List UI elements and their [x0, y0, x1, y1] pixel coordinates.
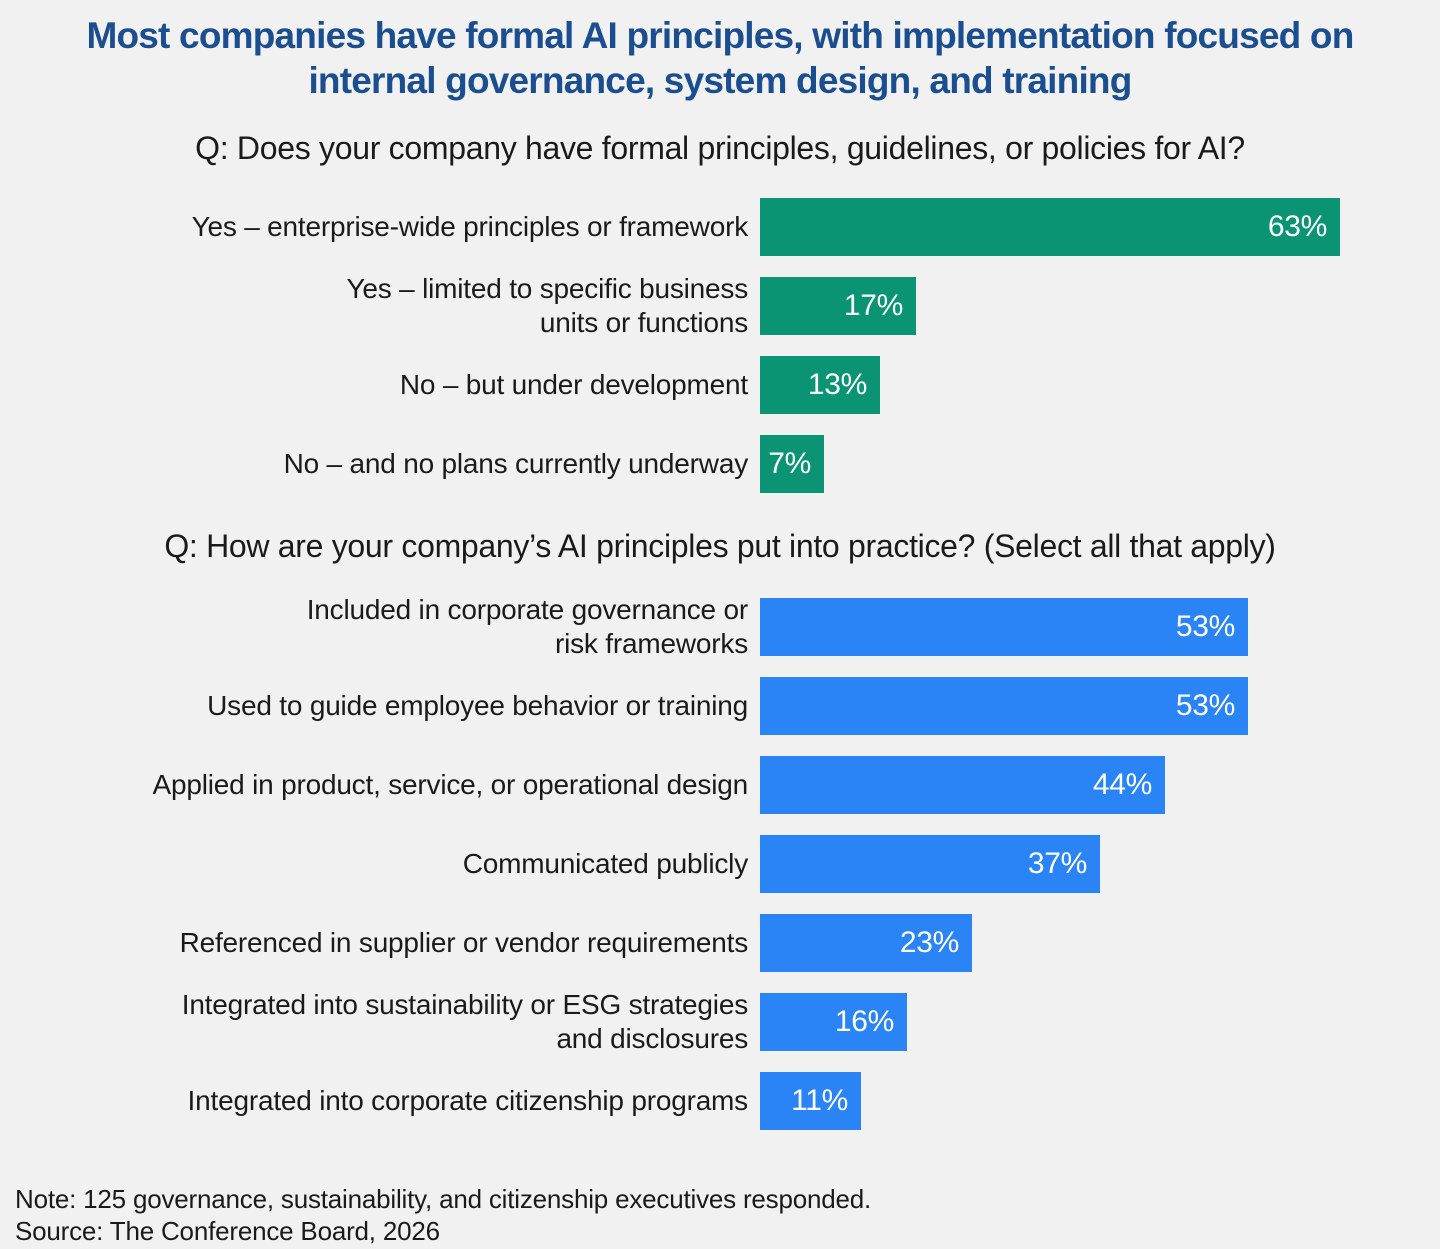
bar: 23% [760, 914, 972, 973]
bar-row: Referenced in supplier or vendor require… [0, 914, 1440, 973]
bar-label: No – and no plans currently underway [283, 448, 749, 480]
bar: 17% [760, 277, 916, 336]
bar-label: Referenced in supplier or vendor require… [179, 927, 749, 959]
bar-value-label: 16% [834, 1005, 894, 1039]
bar-row: Integrated into corporate citizenship pr… [0, 1072, 1440, 1131]
bar-label: Yes – enterprise-wide principles or fram… [191, 211, 749, 243]
question-2: Q: How are your company’s AI principles … [164, 528, 1276, 565]
bar: 13% [760, 356, 880, 415]
chart-title: Most companies have formal AI principles… [0, 0, 1440, 103]
bar-row: No – and no plans currently underway 7% [0, 435, 1440, 494]
bar-value-label: 53% [1175, 689, 1235, 723]
bar: 53% [760, 598, 1248, 657]
bar-row: No – but under development 13% [0, 356, 1440, 415]
bar: 16% [760, 993, 907, 1052]
bar: 53% [760, 677, 1248, 736]
chart-title-line1: Most companies have formal AI principles… [86, 15, 1354, 56]
bar-row: Yes – limited to specific business units… [0, 273, 1440, 338]
bar-value-label: 44% [1092, 768, 1152, 802]
bar-chart-policies: Yes – enterprise-wide principles or fram… [0, 198, 1440, 494]
chart-title-line2: internal governance, system design, and … [308, 60, 1132, 102]
bar-row: Included in corporate governance or risk… [0, 594, 1440, 659]
question-1: Q: Does your company have formal princip… [195, 130, 1245, 167]
bar-label: Yes – limited to specific business units… [346, 273, 749, 339]
bar-label: Included in corporate governance or risk… [306, 594, 748, 660]
bar-row: Integrated into sustainability or ESG st… [0, 989, 1440, 1054]
bar-value-label: 17% [843, 289, 903, 323]
bar-label: Communicated publicly [462, 848, 748, 880]
bar-value-label: 63% [1267, 210, 1327, 244]
bar-value-label: 7% [768, 447, 811, 481]
bar: 11% [760, 1072, 861, 1131]
bar-label: Integrated into sustainability or ESG st… [181, 989, 748, 1055]
bar: 37% [760, 835, 1100, 894]
bar: 7% [760, 435, 824, 494]
bar: 44% [760, 756, 1165, 815]
bar-label: No – but under development [399, 369, 748, 401]
bar-value-label: 53% [1175, 610, 1235, 644]
bar-value-label: 13% [807, 368, 867, 402]
bar-chart-practice: Included in corporate governance or risk… [0, 594, 1440, 1131]
footer: Note: 125 governance, sustainability, an… [0, 1184, 1440, 1247]
bar-label: Used to guide employee behavior or train… [207, 690, 748, 722]
bar-label: Applied in product, service, or operatio… [152, 769, 749, 801]
source-line: Source: The Conference Board, 2026 [15, 1215, 440, 1246]
bar-row: Applied in product, service, or operatio… [0, 756, 1440, 815]
bar-value-label: 11% [791, 1084, 848, 1118]
bar-value-label: 23% [899, 926, 959, 960]
bar-value-label: 37% [1027, 847, 1087, 881]
footnote: Note: 125 governance, sustainability, an… [15, 1184, 872, 1215]
bar-label: Integrated into corporate citizenship pr… [187, 1085, 749, 1117]
bar-row: Communicated publicly 37% [0, 835, 1440, 894]
bar-row: Used to guide employee behavior or train… [0, 677, 1440, 736]
bar-row: Yes – enterprise-wide principles or fram… [0, 198, 1440, 257]
bar: 63% [760, 198, 1340, 257]
